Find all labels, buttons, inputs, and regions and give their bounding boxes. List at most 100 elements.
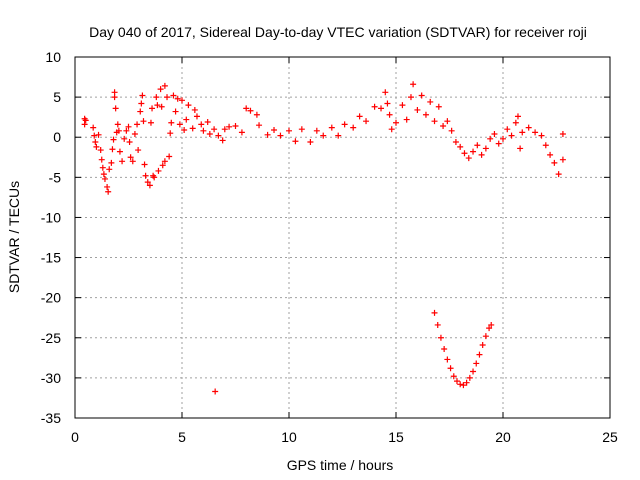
data-point xyxy=(161,158,168,165)
data-point xyxy=(479,341,486,348)
data-point xyxy=(435,103,442,110)
data-point xyxy=(243,105,250,112)
data-point xyxy=(441,346,448,353)
chart-title: Day 040 of 2017, Sidereal Day-to-day VTE… xyxy=(89,24,587,40)
data-point xyxy=(147,119,154,126)
data-point xyxy=(264,131,271,138)
data-point xyxy=(129,158,136,165)
data-point xyxy=(440,122,447,129)
data-point xyxy=(211,126,218,133)
data-point xyxy=(215,132,222,139)
data-point xyxy=(517,145,524,152)
data-point xyxy=(168,119,175,126)
data-point xyxy=(559,156,566,163)
data-point xyxy=(200,127,207,134)
data-point xyxy=(491,131,498,138)
data-point xyxy=(142,172,149,179)
data-point xyxy=(206,131,213,138)
data-point xyxy=(155,167,162,174)
data-point xyxy=(410,81,417,88)
data-point xyxy=(448,127,455,134)
x-tick-label: 0 xyxy=(71,429,79,445)
data-point xyxy=(277,132,284,139)
data-point xyxy=(99,164,106,171)
data-point xyxy=(487,135,494,142)
data-point xyxy=(555,171,562,178)
data-point xyxy=(378,105,385,112)
grid-lines xyxy=(75,57,610,418)
data-point xyxy=(453,378,460,385)
data-point xyxy=(151,174,158,181)
data-point xyxy=(525,124,532,131)
data-point xyxy=(144,179,151,186)
data-point xyxy=(350,124,357,131)
y-tick-label: 0 xyxy=(53,129,61,145)
data-point xyxy=(131,131,138,138)
data-point xyxy=(465,155,472,162)
data-point xyxy=(422,111,429,118)
data-point xyxy=(384,100,391,107)
data-point xyxy=(427,98,434,105)
data-point xyxy=(500,135,506,142)
data-point xyxy=(219,137,226,144)
data-point xyxy=(292,138,299,145)
data-point xyxy=(109,146,116,153)
data-point xyxy=(146,182,153,189)
data-point xyxy=(82,117,89,124)
x-tick-label: 10 xyxy=(281,429,297,445)
data-point xyxy=(476,351,483,358)
data-point xyxy=(181,127,188,134)
data-point xyxy=(115,127,122,134)
x-tick-label: 15 xyxy=(388,429,404,445)
data-point xyxy=(495,140,502,147)
data-point xyxy=(90,124,97,131)
data-point xyxy=(542,142,549,149)
data-point xyxy=(149,105,156,112)
data-point xyxy=(153,94,160,101)
data-point xyxy=(125,123,132,130)
data-point xyxy=(116,148,123,155)
data-point xyxy=(532,129,539,136)
data-point xyxy=(111,94,118,101)
data-point xyxy=(226,123,233,130)
data-point xyxy=(167,130,174,137)
data-point xyxy=(431,309,438,316)
x-tick-label: 20 xyxy=(495,429,511,445)
data-point xyxy=(450,373,457,380)
data-point xyxy=(166,153,173,160)
data-point xyxy=(123,127,130,134)
data-point xyxy=(460,382,467,389)
data-point xyxy=(110,136,117,143)
data-point xyxy=(470,368,477,375)
data-point xyxy=(97,147,104,154)
data-point xyxy=(386,111,393,118)
data-point xyxy=(176,121,183,128)
data-point xyxy=(271,127,278,134)
data-point xyxy=(141,161,148,168)
data-point xyxy=(328,124,335,131)
data-point xyxy=(101,175,108,182)
data-point xyxy=(444,356,451,363)
data-point xyxy=(482,145,489,152)
data-point xyxy=(488,321,495,328)
data-point xyxy=(170,92,177,99)
data-point xyxy=(461,150,468,157)
data-point xyxy=(298,126,305,133)
data-point xyxy=(320,132,327,139)
data-point xyxy=(434,321,441,328)
data-point xyxy=(212,388,219,395)
data-point xyxy=(172,108,179,115)
data-point xyxy=(388,126,395,133)
data-point xyxy=(341,121,348,128)
data-point xyxy=(183,116,190,123)
data-point xyxy=(138,100,145,107)
y-tick-label: -10 xyxy=(41,209,61,225)
data-point xyxy=(547,151,554,158)
data-point xyxy=(126,139,133,146)
y-tick-label: -35 xyxy=(41,410,61,426)
data-point xyxy=(514,113,521,120)
y-tick-label: -15 xyxy=(41,250,61,266)
data-point xyxy=(307,139,314,146)
data-point xyxy=(157,86,164,93)
data-point xyxy=(137,108,144,115)
